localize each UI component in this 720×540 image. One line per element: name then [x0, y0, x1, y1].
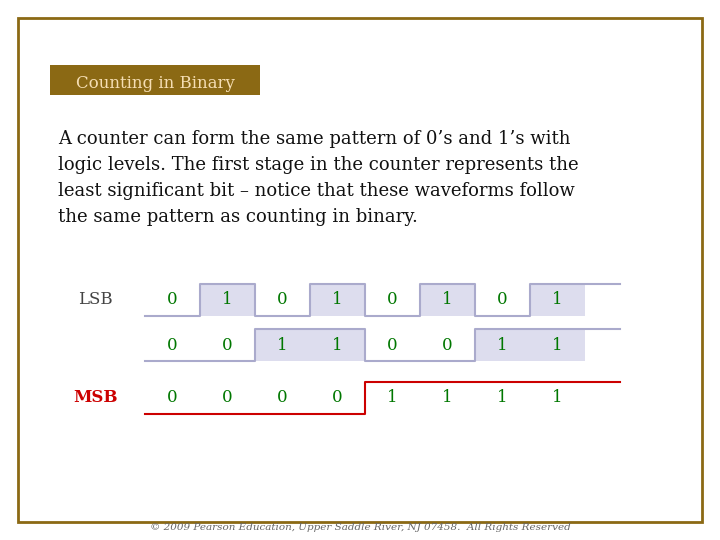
Bar: [255, 329, 310, 361]
Text: MSB: MSB: [73, 389, 117, 407]
Text: 1: 1: [552, 292, 563, 308]
Text: 1: 1: [332, 292, 343, 308]
Text: 0: 0: [167, 336, 178, 354]
Text: 0: 0: [222, 389, 233, 407]
Bar: [420, 284, 475, 316]
Bar: [310, 329, 365, 361]
Text: LSB: LSB: [78, 292, 112, 308]
Text: 0: 0: [332, 389, 343, 407]
Text: 1: 1: [387, 389, 398, 407]
Text: 1: 1: [552, 389, 563, 407]
Text: 0: 0: [277, 389, 288, 407]
Text: 1: 1: [277, 336, 288, 354]
Text: 1: 1: [442, 389, 453, 407]
Text: 0: 0: [442, 336, 453, 354]
Text: 0: 0: [387, 292, 398, 308]
Text: 1: 1: [552, 336, 563, 354]
Text: 0: 0: [277, 292, 288, 308]
Bar: [530, 284, 585, 316]
Text: 1: 1: [442, 292, 453, 308]
Text: 1: 1: [332, 336, 343, 354]
Text: 1: 1: [498, 389, 508, 407]
Text: 0: 0: [167, 292, 178, 308]
Text: Counting in Binary: Counting in Binary: [76, 75, 235, 91]
Bar: [530, 329, 585, 361]
Text: 0: 0: [167, 389, 178, 407]
Text: logic levels. The first stage in the counter represents the: logic levels. The first stage in the cou…: [58, 156, 579, 174]
Text: the same pattern as counting in binary.: the same pattern as counting in binary.: [58, 208, 418, 226]
Text: least significant bit – notice that these waveforms follow: least significant bit – notice that thes…: [58, 182, 575, 200]
Text: A counter can form the same pattern of 0’s and 1’s with: A counter can form the same pattern of 0…: [58, 130, 570, 148]
FancyBboxPatch shape: [50, 65, 260, 95]
Text: 1: 1: [222, 292, 233, 308]
Text: 0: 0: [498, 292, 508, 308]
FancyBboxPatch shape: [18, 18, 702, 522]
Bar: [310, 284, 365, 316]
Text: 1: 1: [498, 336, 508, 354]
Bar: [200, 284, 255, 316]
Text: 0: 0: [222, 336, 233, 354]
Bar: [475, 329, 530, 361]
Text: © 2009 Pearson Education, Upper Saddle River, NJ 07458.  All Rights Reserved: © 2009 Pearson Education, Upper Saddle R…: [150, 523, 570, 532]
Text: 0: 0: [387, 336, 398, 354]
